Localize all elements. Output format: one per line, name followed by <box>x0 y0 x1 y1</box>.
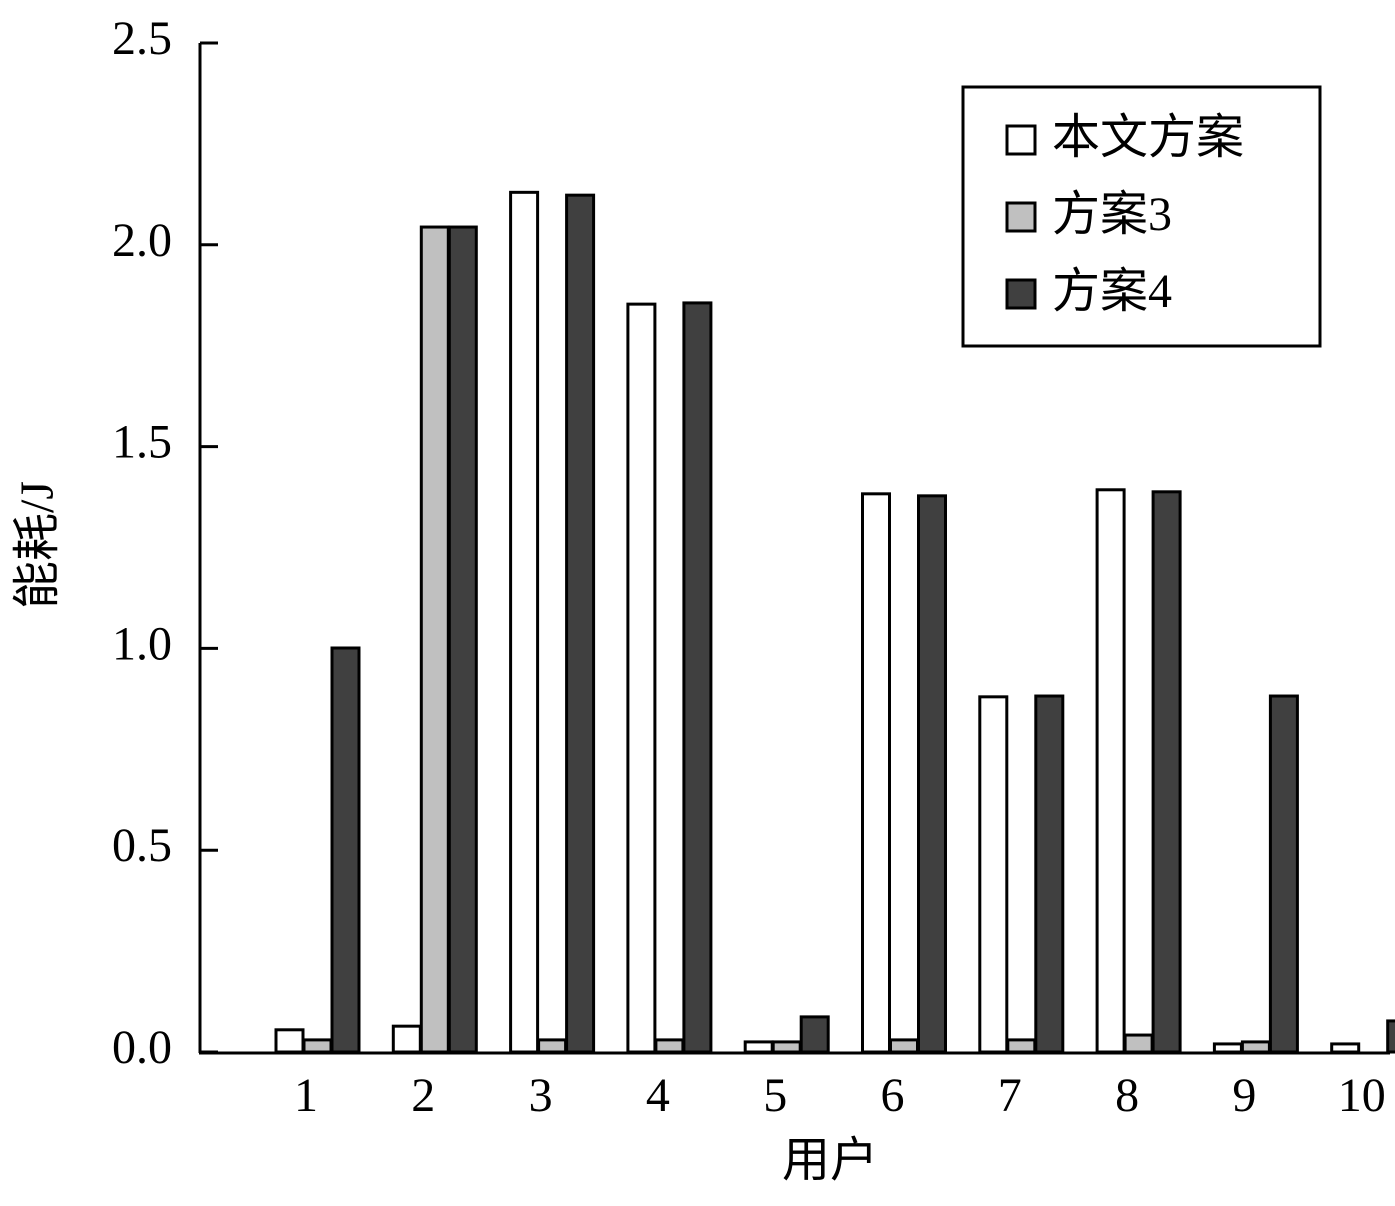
y-tick-label: 1.0 <box>112 617 172 670</box>
bar <box>1123 1033 1154 1054</box>
x-tick-label: 4 <box>646 1069 670 1122</box>
y-tick-label: 0.0 <box>112 1021 172 1074</box>
bar <box>274 1028 305 1054</box>
legend-label: 方案4 <box>1052 265 1172 318</box>
bar <box>654 1038 685 1054</box>
x-axis-label: 用户 <box>782 1134 878 1187</box>
x-tick-label: 2 <box>411 1069 435 1122</box>
bar <box>861 492 891 1054</box>
bar <box>1095 488 1126 1054</box>
y-tick-label: 2.0 <box>112 214 172 267</box>
bar <box>537 1038 568 1054</box>
bar <box>1240 1040 1271 1054</box>
y-tick-label: 0.5 <box>112 819 172 872</box>
bar <box>1386 1019 1395 1054</box>
legend-label: 本文方案 <box>1052 111 1244 164</box>
bar <box>917 494 947 1054</box>
x-tick-label: 5 <box>763 1069 787 1122</box>
legend-label: 方案3 <box>1052 188 1172 241</box>
bar <box>1330 1042 1361 1054</box>
bar <box>743 1040 774 1054</box>
bar <box>1212 1042 1243 1054</box>
bar <box>419 225 450 1054</box>
bar <box>799 1015 830 1054</box>
legend-swatch <box>1005 124 1037 156</box>
bar <box>626 302 657 1054</box>
x-tick-label: 1 <box>294 1069 318 1122</box>
y-tick-label: 1.5 <box>112 416 172 469</box>
bar <box>978 695 1009 1054</box>
x-tick-label: 10 <box>1338 1069 1386 1122</box>
legend-swatch <box>1005 201 1037 233</box>
x-tick-label: 7 <box>998 1069 1022 1122</box>
bar <box>682 301 713 1054</box>
bar <box>447 225 478 1054</box>
bar <box>771 1040 802 1054</box>
bar <box>1151 490 1182 1054</box>
bar <box>1034 694 1065 1054</box>
bar <box>565 193 596 1054</box>
bar <box>1006 1038 1037 1054</box>
y-tick-label: 2.5 <box>112 12 172 65</box>
bar <box>302 1038 333 1054</box>
x-tick-label: 8 <box>1115 1069 1139 1122</box>
bar <box>509 190 540 1054</box>
bar <box>330 646 361 1054</box>
bar <box>889 1038 919 1054</box>
y-axis-label: 能耗/J <box>11 481 64 609</box>
legend-swatch <box>1005 278 1037 310</box>
bar <box>391 1024 422 1054</box>
x-tick-label: 3 <box>529 1069 553 1122</box>
bar <box>1268 694 1299 1054</box>
x-tick-label: 9 <box>1232 1069 1256 1122</box>
x-tick-label: 6 <box>881 1069 905 1122</box>
